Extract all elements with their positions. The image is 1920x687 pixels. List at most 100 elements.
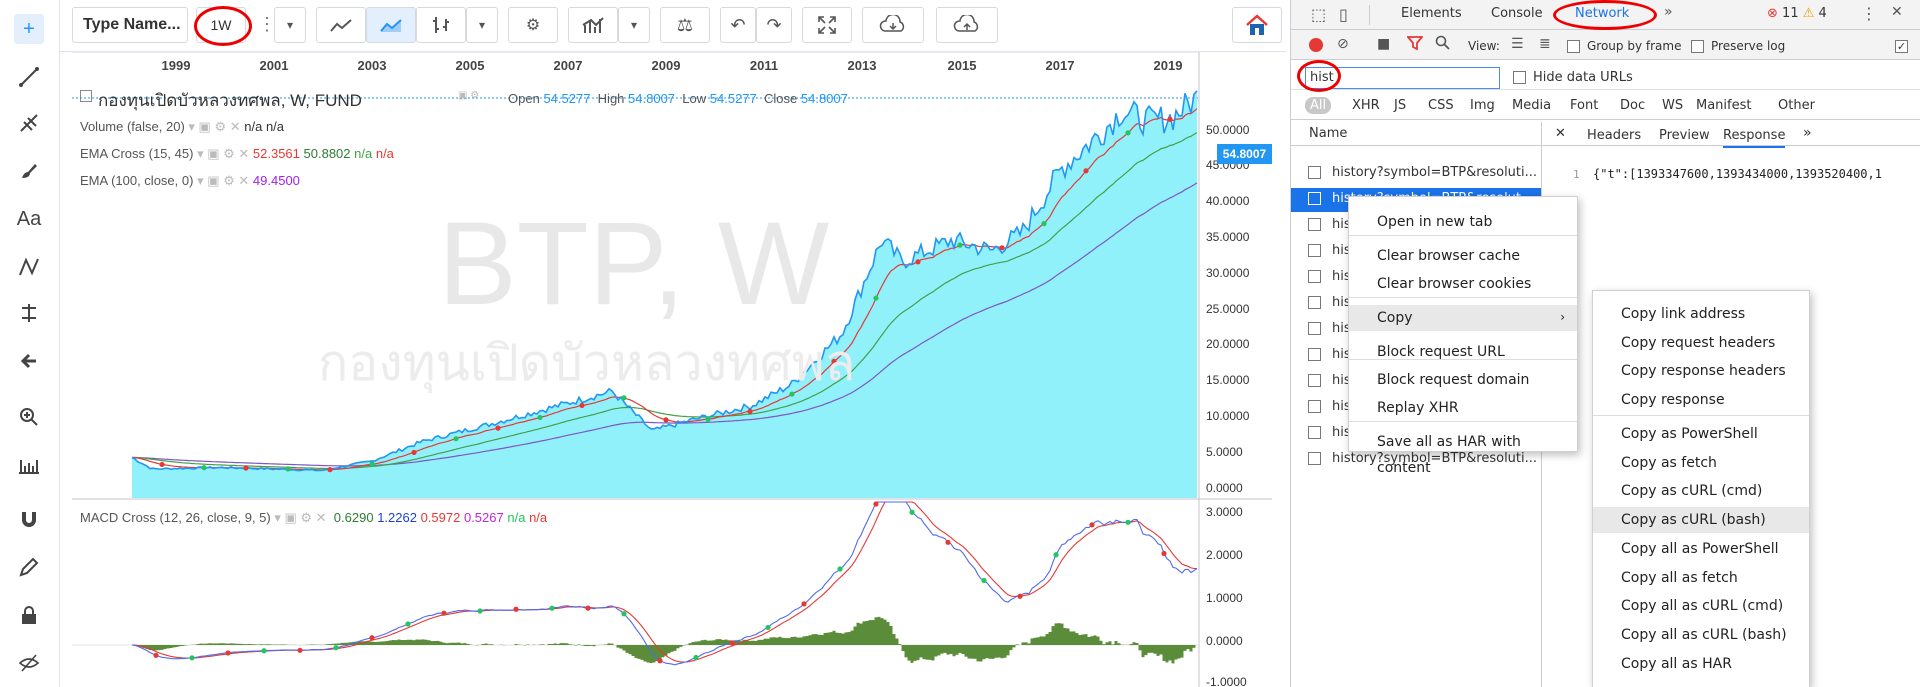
- type-filter-xhr[interactable]: XHR: [1352, 98, 1380, 113]
- tab-console[interactable]: Console: [1491, 6, 1543, 21]
- copy-submenu-item[interactable]: Copy link address: [1621, 306, 1746, 322]
- copy-submenu-item[interactable]: Copy as cURL (bash): [1593, 507, 1809, 533]
- request-row-checkbox[interactable]: [1308, 322, 1321, 335]
- type-filter-css[interactable]: CSS: [1428, 98, 1454, 113]
- lock-icon[interactable]: [14, 600, 44, 630]
- type-filter-js[interactable]: JS: [1394, 98, 1407, 113]
- interval-menu-icon[interactable]: ⋮: [258, 14, 276, 34]
- line-chart-icon[interactable]: [316, 7, 366, 43]
- type-filter-media[interactable]: Media: [1512, 98, 1552, 113]
- chevron-down-icon[interactable]: ▾: [466, 7, 498, 43]
- crosshair-icon[interactable]: +: [14, 14, 44, 44]
- request-row-checkbox[interactable]: [1308, 400, 1321, 413]
- copy-submenu-item[interactable]: Copy all as fetch: [1621, 570, 1738, 586]
- type-filter-font[interactable]: Font: [1570, 98, 1599, 113]
- type-filter-img[interactable]: Img: [1470, 98, 1495, 113]
- group-by-frame-checkbox[interactable]: [1567, 40, 1580, 53]
- request-row-checkbox[interactable]: [1308, 452, 1321, 465]
- request-row-checkbox[interactable]: [1308, 192, 1321, 205]
- undo-icon[interactable]: ↶: [720, 7, 756, 43]
- type-filter-other[interactable]: Other: [1778, 98, 1815, 113]
- name-column-header[interactable]: Name: [1291, 122, 1541, 146]
- zoom-in-icon[interactable]: [14, 402, 44, 432]
- request-row-checkbox[interactable]: [1308, 374, 1321, 387]
- copy-submenu-item[interactable]: Copy as cURL (cmd): [1621, 483, 1763, 499]
- fullscreen-icon[interactable]: [802, 7, 852, 43]
- indicator-macd[interactable]: MACD Cross (12, 26, close, 9, 5) ▾ ▣ ⚙ ✕…: [80, 510, 548, 525]
- list-view-icon[interactable]: ☰: [1511, 36, 1524, 52]
- copy-submenu-item[interactable]: Copy all as PowerShell: [1621, 541, 1779, 557]
- preserve-log-checkbox[interactable]: [1691, 40, 1704, 53]
- response-body[interactable]: {"t":[1393347600,1393434000,1393520400,1: [1593, 167, 1882, 181]
- pitchfork-icon[interactable]: [14, 108, 44, 138]
- context-menu-item[interactable]: Block request domain: [1377, 372, 1530, 388]
- chevron-down-icon[interactable]: ▾: [274, 7, 306, 43]
- request-row-checkbox[interactable]: [1308, 166, 1321, 179]
- more-detail-tabs-icon[interactable]: »: [1803, 125, 1812, 141]
- pencil-lock-icon[interactable]: [14, 552, 44, 582]
- request-row[interactable]: history?symbol=BTP&resoluti...: [1308, 446, 1553, 472]
- request-row-checkbox[interactable]: [1308, 296, 1321, 309]
- device-toggle-icon[interactable]: ▯: [1339, 5, 1348, 24]
- request-row[interactable]: history?symbol=BTP&resoluti...: [1308, 160, 1553, 186]
- eye-hidden-icon[interactable]: [14, 648, 44, 678]
- inspect-icon[interactable]: ⬚: [1311, 5, 1327, 24]
- indicator-ema100[interactable]: EMA (100, close, 0) ▾ ▣ ⚙ ✕ 49.4500: [80, 173, 300, 188]
- request-row-checkbox[interactable]: [1308, 348, 1321, 361]
- disable-cache-checkbox[interactable]: ✓: [1895, 40, 1908, 53]
- more-tabs-icon[interactable]: »: [1664, 4, 1673, 20]
- context-menu-item[interactable]: Clear browser cache: [1377, 248, 1520, 264]
- search-icon[interactable]: [1435, 35, 1451, 54]
- trendline-icon[interactable]: [14, 62, 44, 92]
- context-menu-item[interactable]: Save all as HAR with content: [1377, 434, 1521, 476]
- copy-submenu-item[interactable]: Copy all as cURL (bash): [1621, 627, 1787, 643]
- legend-controls-icon[interactable]: ▣ ⚙: [458, 90, 480, 101]
- home-icon[interactable]: [1232, 7, 1282, 43]
- waterfall-view-icon[interactable]: ≣: [1539, 36, 1551, 52]
- redo-icon[interactable]: ↷: [756, 7, 792, 43]
- kebab-menu-icon[interactable]: ⋮: [1861, 4, 1877, 23]
- tab-headers[interactable]: Headers: [1587, 128, 1642, 143]
- collapse-legend-icon[interactable]: [80, 90, 92, 102]
- record-icon[interactable]: [1309, 38, 1323, 52]
- compare-scale-icon[interactable]: ⚖: [660, 7, 710, 43]
- copy-submenu-item[interactable]: Copy as PowerShell: [1621, 426, 1758, 442]
- ruler-icon[interactable]: [14, 450, 44, 480]
- context-menu-item[interactable]: Copy: [1349, 305, 1577, 331]
- request-row-checkbox[interactable]: [1308, 426, 1321, 439]
- copy-submenu-item[interactable]: Copy all as HAR: [1621, 656, 1732, 672]
- chevron-down-icon[interactable]: ▾: [618, 7, 650, 43]
- camera-icon[interactable]: ■: [1377, 36, 1391, 52]
- cloud-upload-icon[interactable]: [936, 7, 998, 43]
- request-row-checkbox[interactable]: [1308, 270, 1321, 283]
- context-menu-item[interactable]: Block request URL: [1377, 344, 1505, 360]
- close-detail-icon[interactable]: ✕: [1555, 126, 1566, 141]
- copy-submenu-item[interactable]: Copy all as cURL (cmd): [1621, 598, 1784, 614]
- symbol-search-input[interactable]: Type Name...: [72, 7, 188, 43]
- context-menu-item[interactable]: Clear browser cookies: [1377, 276, 1532, 292]
- tab-elements[interactable]: Elements: [1401, 6, 1462, 21]
- magnet-icon[interactable]: [14, 504, 44, 534]
- close-icon[interactable]: ✕: [1891, 4, 1903, 20]
- context-menu-item[interactable]: Replay XHR: [1377, 400, 1459, 416]
- copy-submenu-item[interactable]: Copy request headers: [1621, 335, 1776, 351]
- tab-preview[interactable]: Preview: [1659, 128, 1710, 143]
- indicator-volume[interactable]: Volume (false, 20) ▾ ▣ ⚙ ✕ n/a n/a: [80, 119, 285, 134]
- request-row-checkbox[interactable]: [1308, 218, 1321, 231]
- pattern-icon[interactable]: [14, 252, 44, 282]
- hide-data-urls-checkbox[interactable]: [1513, 71, 1526, 84]
- indicators-icon[interactable]: [568, 7, 618, 43]
- error-counter[interactable]: ⊗ 11 ⚠ 4: [1767, 6, 1827, 21]
- indicator-ema-cross[interactable]: EMA Cross (15, 45) ▾ ▣ ⚙ ✕ 52.3561 50.88…: [80, 146, 394, 161]
- bars-chart-icon[interactable]: [416, 7, 466, 43]
- clear-icon[interactable]: ⊘: [1337, 36, 1349, 52]
- measure-icon[interactable]: [14, 298, 44, 328]
- tab-response[interactable]: Response: [1723, 128, 1786, 148]
- text-icon[interactable]: Aa: [16, 207, 42, 230]
- gear-icon[interactable]: ⚙: [508, 7, 558, 43]
- type-filter-manifest[interactable]: Manifest: [1696, 98, 1752, 113]
- area-chart-icon[interactable]: [366, 7, 416, 43]
- brush-icon[interactable]: [14, 156, 44, 186]
- type-filter-ws[interactable]: WS: [1662, 98, 1684, 113]
- type-filter-doc[interactable]: Doc: [1620, 98, 1646, 113]
